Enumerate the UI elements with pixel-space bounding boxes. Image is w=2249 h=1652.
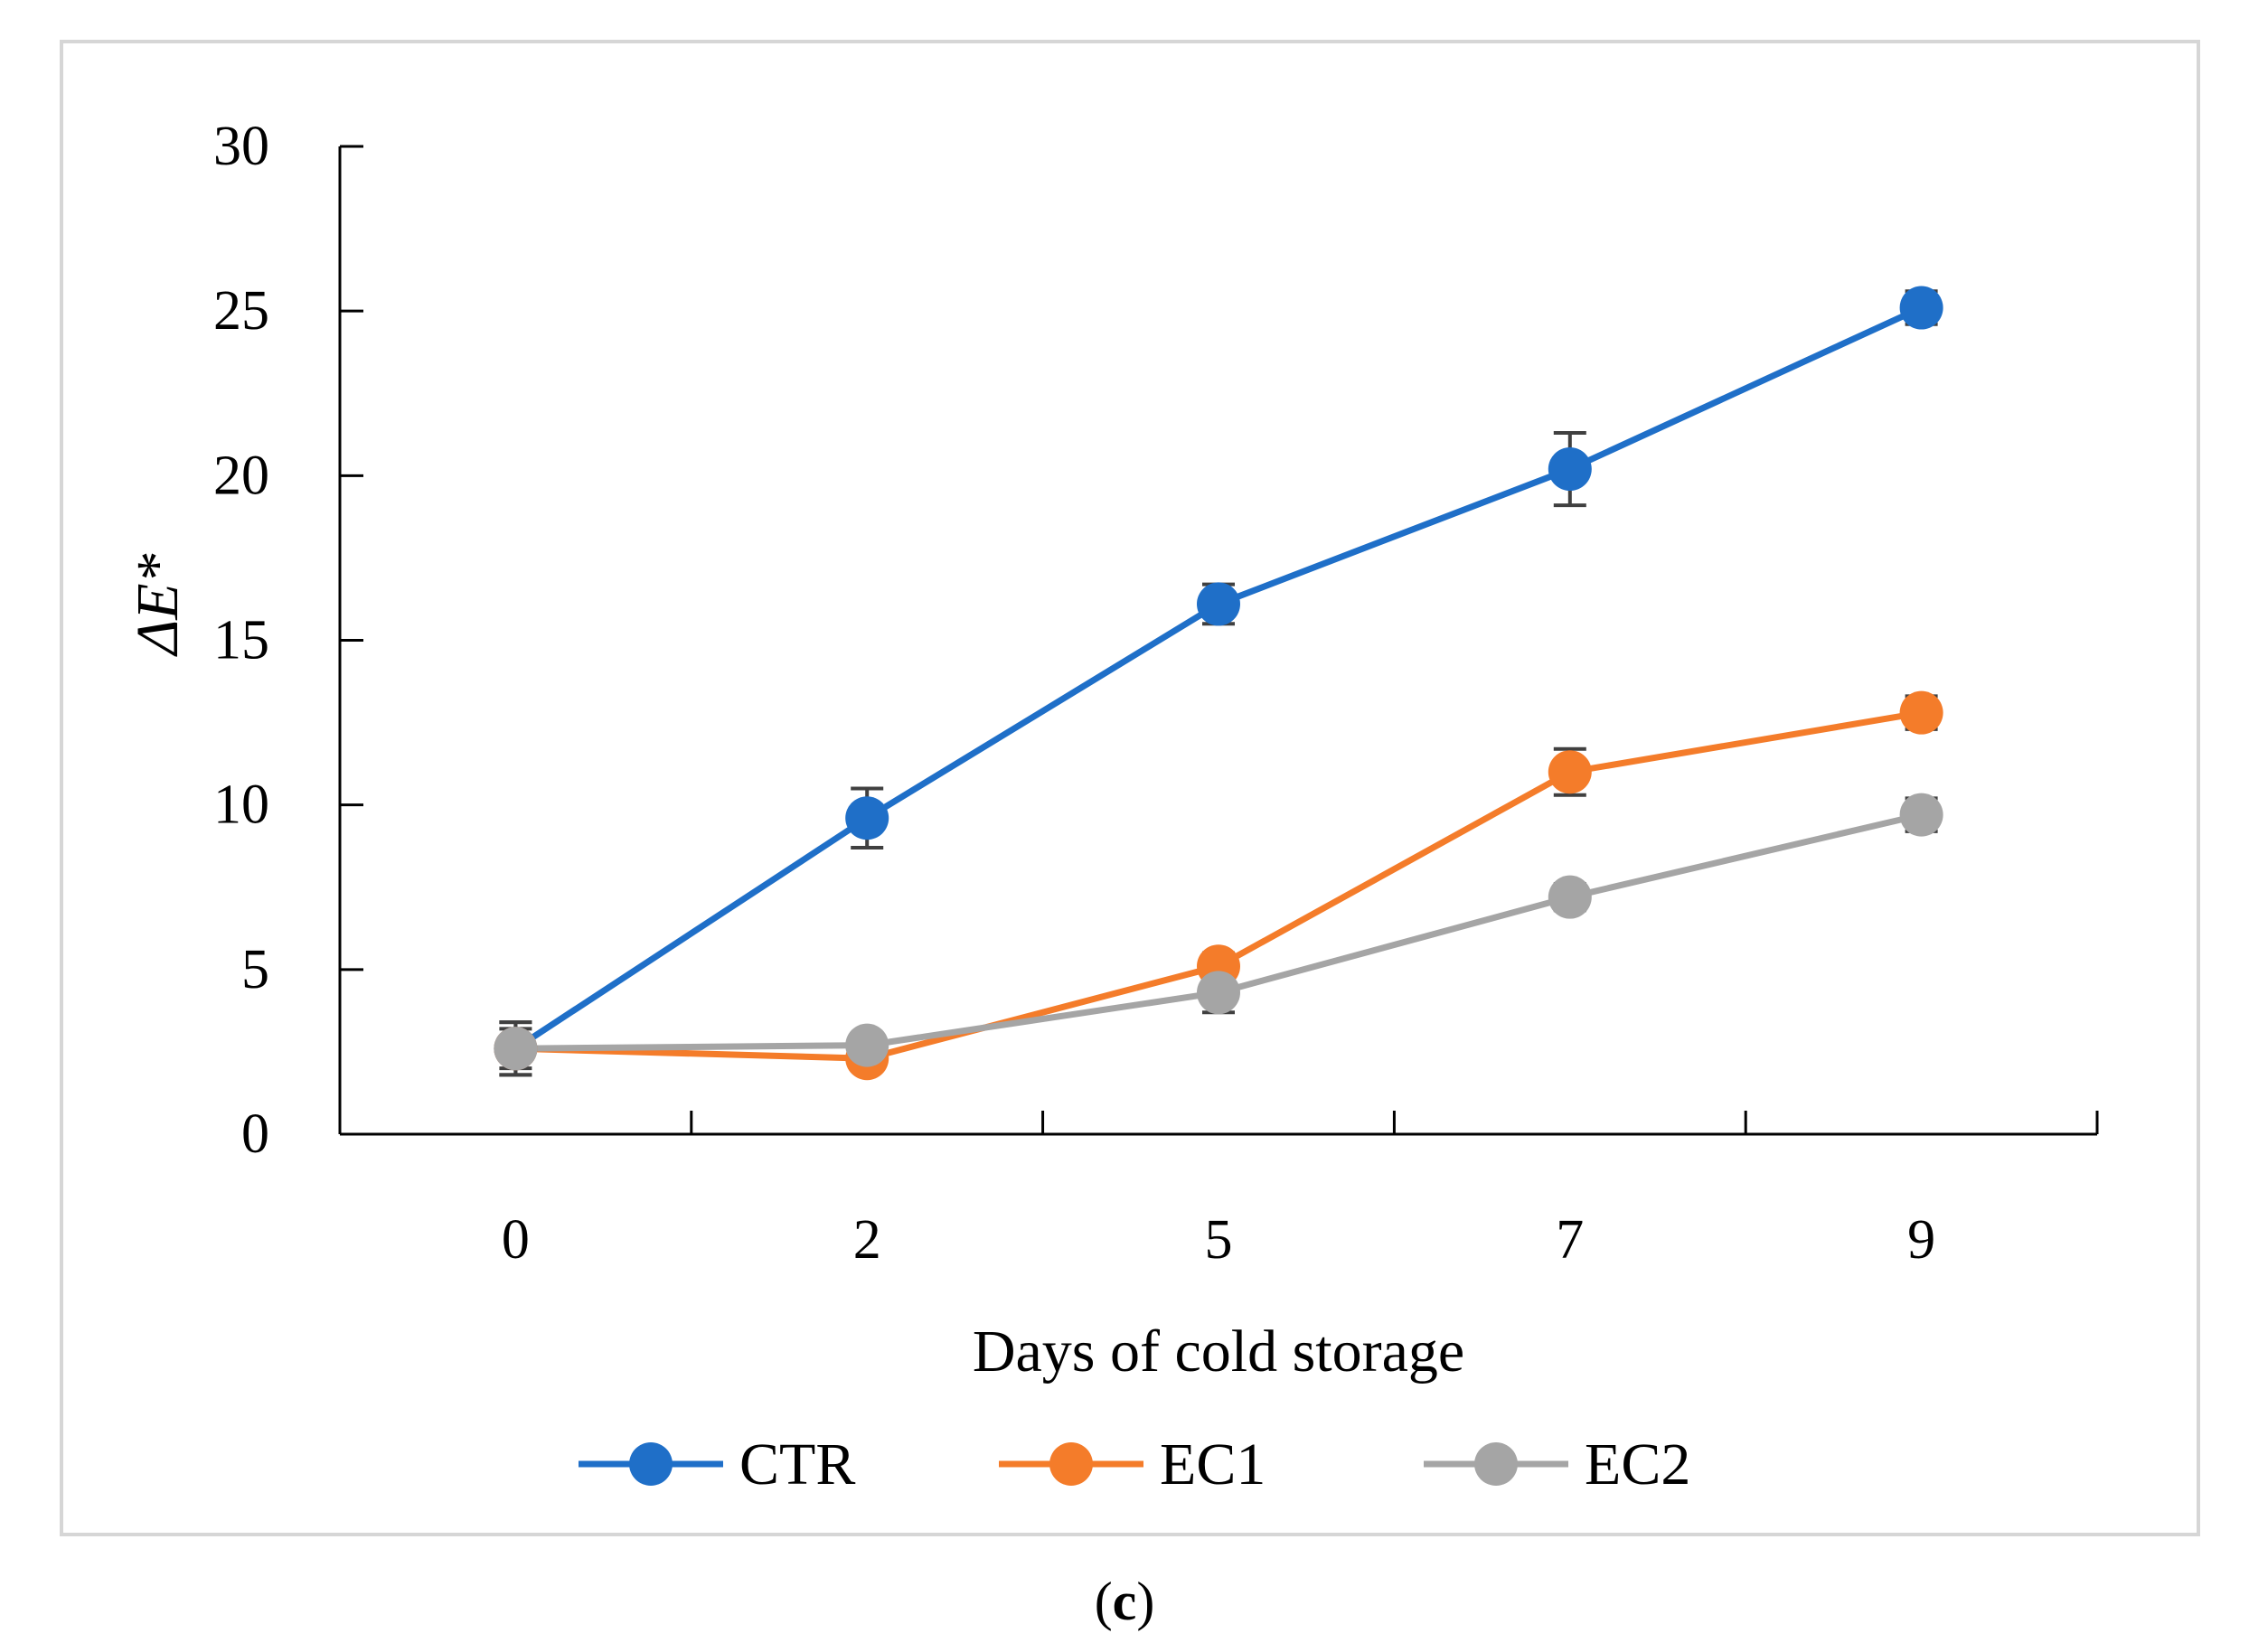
caption-close: ): [1136, 1572, 1155, 1631]
y-tick-label: 30: [213, 116, 269, 177]
x-tick-label: 7: [1556, 1209, 1584, 1271]
figure-caption: (c): [0, 1571, 2249, 1633]
ctr-series-line: [513, 305, 1924, 1052]
ec2-data-point: [1197, 971, 1240, 1015]
ec1-data-point: [1899, 690, 1943, 735]
ec2-data-point: [1548, 875, 1592, 919]
x-tick-label: 0: [502, 1209, 530, 1271]
x-tick-label: 9: [1907, 1209, 1935, 1271]
y-tick-label: 10: [213, 774, 269, 836]
series-points: [494, 286, 1943, 1081]
y-tick-label: 15: [213, 610, 269, 671]
ec1-legend-label: EC1: [1160, 1431, 1266, 1497]
ctr-data-point: [845, 796, 889, 840]
x-tick-label: 5: [1205, 1209, 1233, 1271]
x-tick-label: 2: [853, 1209, 881, 1271]
y-tick-label: 20: [213, 445, 269, 506]
caption-open: (: [1094, 1572, 1113, 1631]
ec2-legend-marker: [1474, 1442, 1518, 1486]
ec1-data-point: [1548, 750, 1592, 794]
y-tick-label: 5: [241, 939, 269, 1000]
ec2-data-point: [845, 1023, 889, 1067]
legend: CTR EC1 EC2: [579, 1431, 1690, 1497]
ctr-legend-marker: [629, 1442, 673, 1486]
x-axis-title: Days of cold storage: [973, 1319, 1464, 1384]
axes: [338, 145, 2099, 1136]
y-axis-title: ΔE*: [125, 553, 191, 657]
ec2-data-point: [494, 1027, 538, 1071]
y-tick-label: 25: [213, 280, 269, 342]
ec2-data-point: [1899, 793, 1943, 837]
y-tick-label: 0: [241, 1103, 269, 1165]
ec2-legend-label: EC2: [1585, 1431, 1690, 1497]
ctr-data-point: [1548, 447, 1592, 492]
chart-frame: [60, 40, 2200, 1536]
ec1-legend-marker: [1049, 1442, 1093, 1486]
ctr-legend-label: CTR: [739, 1431, 855, 1497]
ctr-data-point: [1197, 582, 1240, 626]
ctr-data-point: [1899, 286, 1943, 330]
caption-letter: c: [1112, 1572, 1137, 1631]
